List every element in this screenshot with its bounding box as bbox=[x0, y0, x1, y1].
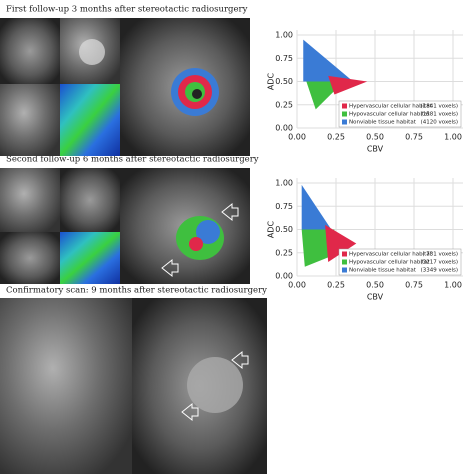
y-tick-label: 0.75 bbox=[275, 54, 293, 63]
legend-label: Hypovascular cellular habitat bbox=[349, 112, 430, 118]
y-tick-label: 0.75 bbox=[275, 202, 293, 211]
mri-images-c bbox=[0, 298, 267, 474]
mri-images-b bbox=[0, 168, 250, 284]
legend-swatch bbox=[342, 259, 347, 265]
y-tick-label: 0.50 bbox=[275, 225, 293, 234]
x-tick-label: 0.50 bbox=[366, 281, 384, 290]
panel-title: Second follow-up 6 months after stereota… bbox=[6, 155, 259, 165]
y-tick-label: 1.00 bbox=[275, 31, 293, 40]
x-axis-label: CBV bbox=[367, 145, 384, 154]
legend-swatch bbox=[342, 111, 347, 117]
y-tick-label: 1.00 bbox=[275, 179, 293, 188]
x-tick-label: 1.00 bbox=[444, 133, 462, 142]
legend-label: Hypervascular cellular habitat bbox=[349, 104, 433, 110]
y-tick-label: 0.25 bbox=[275, 100, 293, 109]
scatter-cloud bbox=[301, 184, 332, 230]
legend-swatch bbox=[342, 267, 347, 273]
x-axis-label: CBV bbox=[367, 293, 384, 302]
x-tick-label: 0.75 bbox=[405, 133, 423, 142]
legend-count: (1581 voxels) bbox=[421, 112, 458, 118]
legend-swatch bbox=[342, 251, 347, 257]
x-tick-label: 1.00 bbox=[444, 281, 462, 290]
legend-label: Nonviable tissue habitat bbox=[349, 268, 417, 274]
legend-count: (3217 voxels) bbox=[421, 260, 458, 266]
scatter-cloud bbox=[303, 39, 354, 82]
x-tick-label: 0.00 bbox=[288, 133, 306, 142]
y-axis-label: ADC bbox=[267, 220, 276, 238]
legend-label: Hypovascular cellular habitat bbox=[349, 260, 430, 266]
legend-count: (3349 voxels) bbox=[421, 268, 458, 274]
y-axis-label: ADC bbox=[267, 72, 276, 90]
legend-label: Hypervascular cellular habitat bbox=[349, 252, 433, 258]
panel-title: First follow-up 3 months after stereotac… bbox=[6, 5, 248, 15]
x-tick-label: 0.00 bbox=[288, 281, 306, 290]
panel-title: Confirmatory scan: 9 months after stereo… bbox=[6, 286, 267, 296]
x-tick-label: 0.75 bbox=[405, 281, 423, 290]
scatter-cloud bbox=[328, 75, 368, 95]
legend-count: (4120 voxels) bbox=[421, 120, 458, 126]
legend-label: Nonviable tissue habitat bbox=[349, 120, 417, 126]
y-tick-label: 0.00 bbox=[275, 272, 293, 281]
x-tick-label: 0.25 bbox=[327, 281, 345, 290]
scatter-cloud bbox=[325, 224, 357, 263]
x-tick-label: 0.25 bbox=[327, 133, 345, 142]
y-tick-label: 0.50 bbox=[275, 77, 293, 86]
legend-count: (1841 voxels) bbox=[421, 104, 458, 110]
legend-swatch bbox=[342, 119, 347, 125]
y-tick-label: 0.00 bbox=[275, 124, 293, 133]
legend-swatch bbox=[342, 103, 347, 109]
x-tick-label: 0.50 bbox=[366, 133, 384, 142]
y-tick-label: 0.25 bbox=[275, 248, 293, 257]
legend-box bbox=[338, 100, 462, 128]
legend-box bbox=[338, 248, 462, 276]
mri-images-a bbox=[0, 18, 250, 156]
legend-count: ( 731 voxels) bbox=[422, 252, 458, 258]
